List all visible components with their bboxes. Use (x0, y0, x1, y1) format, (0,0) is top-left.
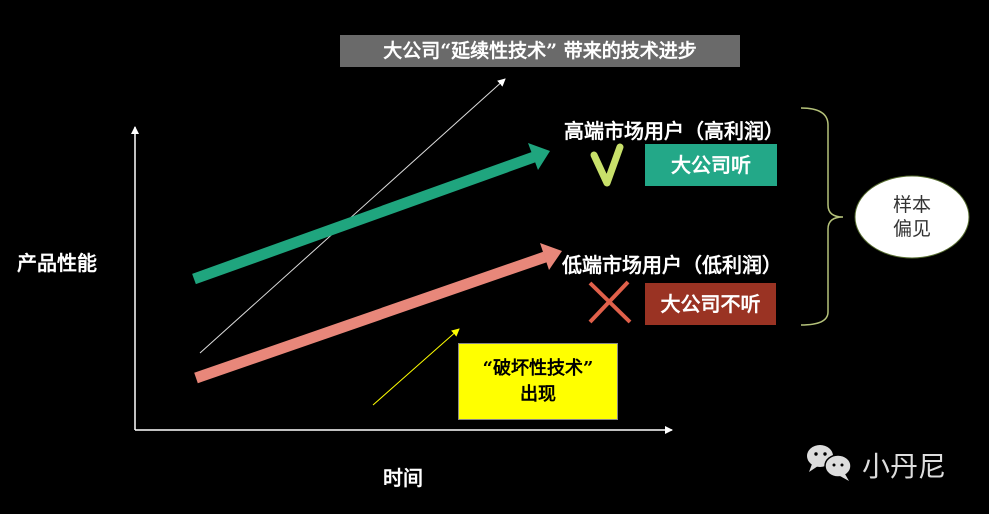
x-axis-label: 时间 (383, 466, 423, 490)
watermark-text: 小丹尼 (862, 450, 947, 483)
wechat-icon (807, 445, 852, 481)
disruptive-line-2: 出现 (520, 384, 556, 405)
brace (800, 107, 844, 326)
low-end-arrow (194, 243, 562, 384)
sustaining-arrow (192, 143, 550, 285)
high-end-verdict-box: 大公司听 (645, 144, 777, 186)
low-end-verdict-box: 大公司不听 (645, 283, 776, 325)
y-axis-label: 产品性能 (17, 251, 97, 275)
diagram-title: 大公司“延续性技术” 带来的技术进步 (340, 35, 740, 67)
bias-line-1: 样本 (892, 194, 931, 216)
technology-progress-line (199, 78, 506, 354)
cross-icon (588, 280, 632, 324)
bias-line-2: 偏见 (892, 218, 931, 240)
bias-ellipse (854, 175, 970, 259)
disruptive-tech-box: “破坏性技术” 出现 (458, 343, 618, 420)
disruptive-line-1: “破坏性技术” (482, 358, 594, 379)
bias-label: 样本 偏见 (872, 193, 952, 241)
check-icon (590, 143, 624, 187)
low-end-label: 低端市场用户（低利润） (562, 253, 782, 277)
high-end-label: 高端市场用户（高利润） (564, 119, 784, 143)
disruptive-arrow (372, 328, 460, 406)
